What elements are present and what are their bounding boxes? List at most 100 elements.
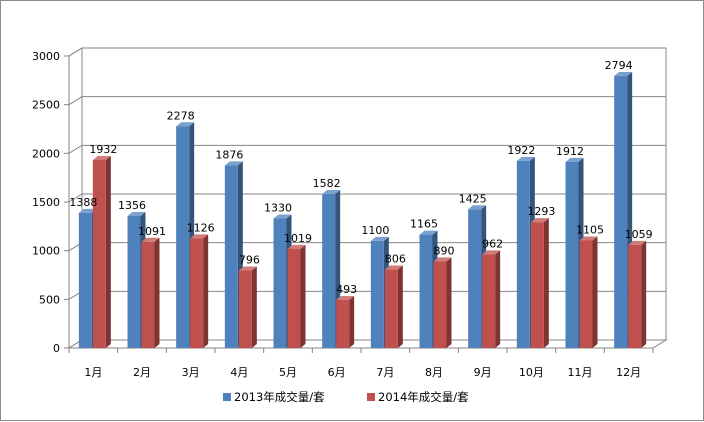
data-label-2013: 1330	[264, 202, 292, 215]
bar-front	[614, 76, 628, 349]
legend-label-2014: 2014年成交量/套	[378, 390, 469, 404]
data-label-2013: 1100	[361, 224, 389, 237]
bar-front	[370, 240, 384, 348]
bar-front	[468, 209, 482, 348]
x-tick-label: 10月	[519, 366, 544, 379]
bar-side	[300, 244, 306, 348]
legend-label-2013: 2013年成交量/套	[234, 390, 325, 404]
data-label-2014: 493	[336, 283, 357, 296]
bar-front	[190, 238, 204, 348]
bar-2014	[433, 257, 452, 348]
bar-side	[251, 266, 257, 348]
bar-2014	[238, 266, 257, 348]
bar-side	[203, 234, 209, 348]
bar-front	[565, 161, 579, 348]
bar-side	[105, 155, 111, 348]
gridline	[68, 47, 666, 57]
data-label-2014: 1293	[527, 205, 555, 218]
bar-top	[336, 296, 355, 301]
data-labels: 1388 1356 2278 1876 1330 1582 1100 1165 1425 1922…	[69, 59, 652, 296]
bar-top	[190, 234, 209, 239]
data-label-2013: 2278	[167, 109, 195, 122]
bar-side	[446, 257, 452, 348]
data-label-2014: 1019	[284, 232, 312, 245]
data-label-2013: 1165	[410, 218, 438, 231]
x-tick-label: 3月	[182, 366, 200, 379]
bar-2014	[628, 240, 647, 348]
x-tick-label: 5月	[279, 366, 297, 379]
bar-front	[92, 159, 106, 348]
data-label-2013: 1356	[118, 199, 146, 212]
bar-front	[628, 244, 642, 348]
bar-top	[287, 244, 306, 249]
bar-top	[273, 214, 292, 219]
bar-side	[154, 237, 160, 348]
bar-front	[516, 160, 530, 348]
bar-front	[433, 261, 447, 348]
bar-2014	[287, 244, 306, 348]
x-tick-label: 2月	[133, 366, 151, 379]
gridline	[68, 96, 666, 106]
x-tick-label: 4月	[230, 366, 248, 379]
bar-front	[127, 216, 141, 348]
bar-front	[419, 234, 433, 348]
data-label-2014: 1091	[138, 225, 166, 238]
bar-top	[530, 218, 549, 223]
bar-top	[579, 236, 598, 241]
data-label-2014: 796	[239, 254, 260, 267]
data-label-2014: 962	[482, 237, 503, 250]
bar-2014	[482, 250, 501, 348]
bar-top	[628, 240, 647, 245]
bar-front	[579, 240, 593, 348]
data-label-2013: 1582	[313, 177, 341, 190]
bar-front	[530, 222, 544, 348]
bar-2014	[579, 236, 598, 348]
data-label-2014: 1126	[187, 221, 215, 234]
bar-2014	[530, 218, 549, 348]
legend: 2013年成交量/套 2014年成交量/套	[223, 390, 469, 404]
bar-top	[419, 230, 438, 235]
x-axis: 1月 2月 3月 4月 5月 6月 7月 8月 9月 10月 11月 12月	[68, 348, 654, 379]
bar-top	[322, 190, 341, 195]
data-label-2013: 1876	[215, 148, 243, 161]
bar-top	[370, 236, 389, 241]
bar-top	[614, 72, 633, 77]
bar-front	[482, 254, 496, 348]
x-tick-label: 12月	[616, 366, 641, 379]
legend-swatch-2014	[367, 393, 375, 401]
legend-swatch-2013	[223, 393, 231, 401]
y-tick-label: 500	[39, 293, 60, 306]
data-label-2014: 890	[434, 244, 455, 257]
bar-top	[141, 237, 160, 242]
bar-front	[322, 194, 336, 348]
bar-front	[78, 212, 92, 348]
bar-top	[224, 161, 243, 166]
data-label-2013: 2794	[605, 59, 633, 72]
x-tick-label: 7月	[376, 366, 394, 379]
bar-front	[287, 248, 301, 348]
data-label-2014: 1059	[625, 228, 653, 241]
bar-front	[336, 300, 350, 348]
y-tick-label: 2000	[32, 147, 60, 160]
bar-front	[384, 269, 398, 348]
gridline	[68, 193, 666, 203]
y-tick-label: 1500	[32, 196, 60, 209]
bar-side	[495, 250, 501, 348]
y-tick-label: 2500	[32, 99, 60, 112]
y-tick-label: 0	[53, 342, 60, 355]
bar-top	[384, 265, 403, 270]
x-tick-label: 11月	[568, 366, 593, 379]
bar-side	[397, 265, 403, 348]
bar-front	[141, 241, 155, 348]
gridline	[68, 144, 666, 154]
bar-2014	[336, 296, 355, 348]
bar-front	[273, 218, 287, 348]
bar-top	[92, 155, 111, 160]
bar-top	[516, 156, 535, 161]
bar-top	[468, 205, 487, 210]
bar-top	[78, 208, 97, 213]
data-label-2014: 1105	[576, 223, 604, 236]
bar-side	[349, 296, 355, 348]
bars	[78, 72, 647, 349]
